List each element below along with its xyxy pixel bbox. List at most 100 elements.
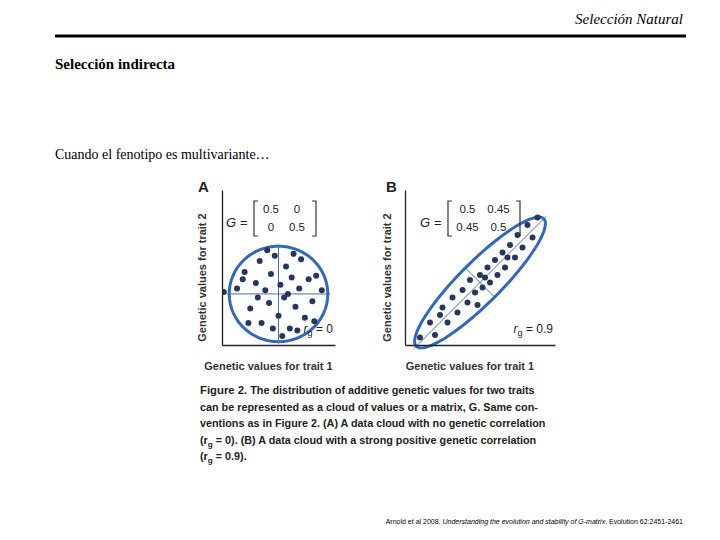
point — [417, 335, 423, 341]
caption-line: (rg = 0.9). — [200, 450, 247, 465]
point — [289, 275, 295, 281]
matrix-value: 0 — [294, 203, 300, 215]
points — [222, 247, 325, 339]
point — [502, 265, 508, 271]
ellipse-axis — [414, 216, 547, 349]
text-segment: ventions as in Figure 2. (A) A data clou… — [200, 417, 545, 429]
point — [255, 295, 261, 301]
axis-line — [406, 345, 556, 346]
point — [247, 306, 253, 312]
point — [309, 298, 315, 304]
axis-line — [405, 191, 406, 346]
text-segment: = — [313, 322, 327, 336]
point — [276, 313, 282, 319]
point — [475, 302, 481, 308]
point — [465, 300, 471, 306]
point — [485, 265, 491, 271]
point — [291, 251, 297, 257]
y-axis — [222, 191, 223, 346]
point — [500, 250, 506, 256]
y-axis — [405, 191, 406, 346]
point — [277, 282, 283, 288]
point — [492, 257, 498, 263]
panel-label: A — [198, 178, 209, 195]
point — [287, 326, 293, 332]
caption-line: Figure 2. The distribution of additive g… — [200, 384, 535, 396]
point — [507, 242, 513, 248]
x-axis — [406, 345, 556, 346]
matrix-bracket — [448, 201, 452, 236]
point — [440, 305, 446, 311]
caption-line: (rg = 0). (B) A data cloud with a strong… — [200, 434, 536, 449]
matrix-value: 0 — [268, 221, 274, 233]
heading: Selección indirecta — [55, 56, 176, 72]
point — [495, 272, 501, 278]
correlation-label: rg = 0 — [304, 322, 334, 338]
panel — [221, 191, 336, 346]
point — [285, 291, 291, 297]
point — [242, 269, 248, 275]
text-segment: = — [523, 322, 537, 336]
point — [298, 256, 304, 262]
point — [264, 247, 270, 253]
point — [296, 285, 302, 291]
point — [467, 277, 473, 283]
matrix-value: 0.5 — [289, 221, 305, 233]
panel — [406, 191, 556, 349]
matrix-bracket — [312, 201, 316, 236]
point — [455, 310, 461, 316]
y-axis-label: Genetic values for trait 2 — [196, 213, 208, 341]
caption-line: can be represented as a cloud of values … — [200, 401, 538, 413]
points — [417, 215, 541, 341]
point — [512, 255, 518, 261]
point — [482, 275, 488, 281]
point — [487, 280, 493, 286]
text-segment: = 0.9). — [213, 450, 247, 462]
axis-line — [222, 191, 223, 346]
point — [279, 333, 285, 339]
point — [259, 320, 265, 326]
point — [302, 315, 308, 321]
text-segment: can be represented as a cloud of values … — [200, 401, 538, 413]
matrix-label: G = — [226, 215, 248, 230]
point — [525, 222, 531, 228]
matrix-name: G = — [226, 215, 248, 230]
distribution-ellipse — [415, 217, 546, 348]
matrix-name: G = — [420, 215, 442, 230]
text-segment: The distribution of additive genetic val… — [247, 384, 534, 396]
point — [234, 285, 240, 291]
point — [505, 255, 511, 261]
point — [245, 320, 251, 326]
axis-line — [223, 345, 336, 346]
point — [450, 295, 456, 301]
point — [427, 320, 433, 326]
x-axis — [223, 345, 336, 346]
header-title: Selección Natural — [575, 11, 683, 27]
text-segment: = 0). (B) A data cloud with a strong pos… — [213, 434, 536, 446]
point — [313, 273, 319, 279]
point — [306, 276, 312, 282]
text-segment: . Evolution 62:2451-2461 — [605, 518, 683, 525]
matrix-value: 0.45 — [456, 221, 478, 233]
point — [266, 300, 272, 306]
point — [270, 326, 276, 332]
point — [257, 258, 263, 264]
caption-line: ventions as in Figure 2. (A) A data clou… — [200, 417, 545, 429]
matrix-value: 0.5 — [460, 203, 476, 215]
point — [262, 287, 268, 293]
point — [294, 327, 300, 333]
point — [292, 304, 298, 310]
point — [240, 276, 246, 282]
text-segment: Arnold et al 2008. — [386, 518, 443, 525]
slide: Selección NaturalSelección indirectaCuan… — [0, 0, 720, 540]
point — [253, 280, 259, 286]
citation: Arnold et al 2008. Understanding the evo… — [386, 518, 683, 526]
correlation-value: 0 — [326, 322, 333, 336]
ellipse-axis — [465, 267, 495, 297]
point — [472, 290, 478, 296]
matrix-label: G = — [420, 215, 442, 230]
point — [432, 332, 438, 338]
x-axis-label: Genetic values for trait 1 — [406, 360, 534, 372]
point — [530, 235, 536, 241]
point — [268, 271, 274, 277]
